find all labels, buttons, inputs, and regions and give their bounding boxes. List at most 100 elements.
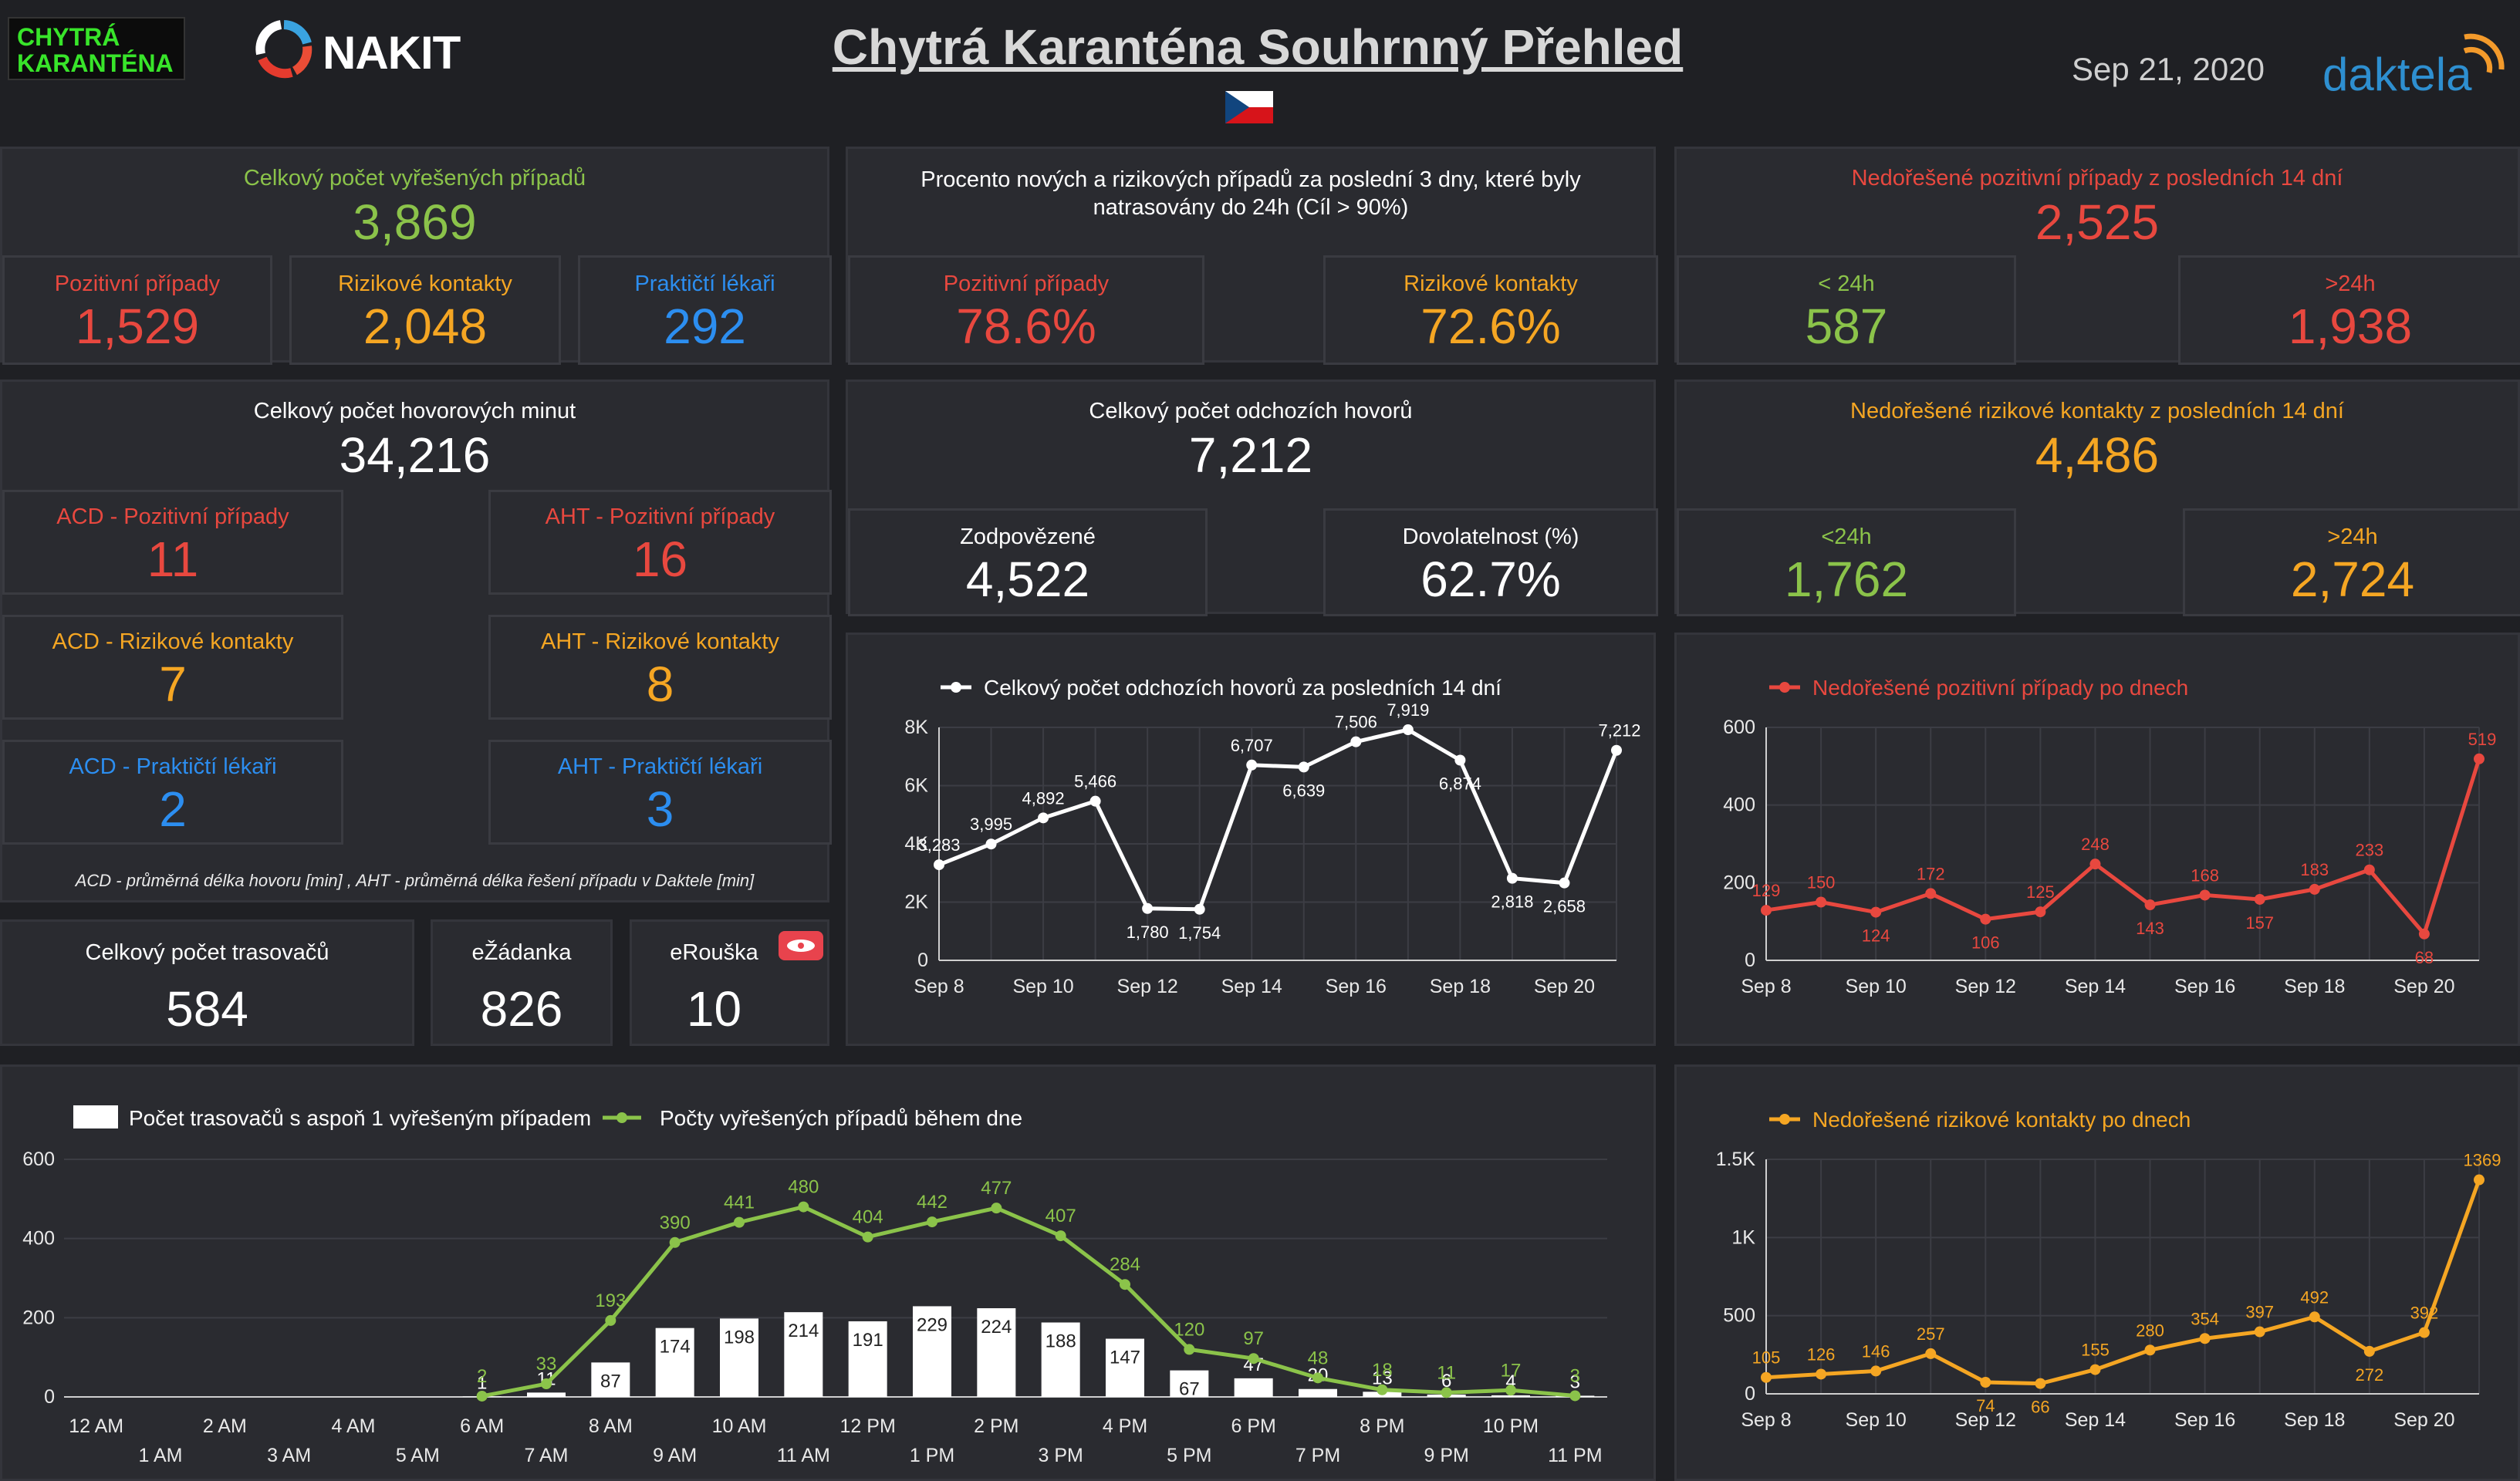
outgoing-calls-data-label: 2,818 (1491, 892, 1533, 912)
erouska-panel: eRouška 10 (630, 919, 829, 1046)
hourly-y-tick: 200 (22, 1307, 55, 1328)
unresolved-positive-lt-value: 587 (1805, 299, 1888, 354)
resolved-positive-label: Pozitivní případy (54, 272, 221, 296)
hourly-line-label: 33 (536, 1354, 557, 1375)
minutes-panel: Celkový počet hovorových minut 34,216 AC… (0, 380, 832, 902)
unresolved-positive-chart: Nedořešené pozitivní případy po dnech 0 20… (1723, 676, 2497, 997)
outgoing-calls-data-label: 3,995 (970, 815, 1012, 834)
unresolved-positive-total: 2,525 (2035, 194, 2160, 250)
unresolved-positive-y-tick: 0 (1745, 950, 1755, 971)
hourly-bar-label: 3 (1570, 1371, 1580, 1392)
hourly-x-tick: 5 PM (1167, 1445, 1211, 1466)
unresolved-positive-point (2363, 864, 2375, 875)
outgoing-calls-point (1089, 795, 1101, 807)
acd-positive-label: ACD - Pozitivní případy (56, 504, 289, 529)
hourly-point (1120, 1279, 1130, 1290)
hourly-x-tick: 4 PM (1103, 1415, 1147, 1437)
unresolved-risk-lt-cell: <24h 1,762 (1677, 508, 2016, 616)
hourly-bar (977, 1308, 1016, 1397)
hourly-y-tick: 0 (44, 1386, 55, 1408)
unresolved-risk-point (1870, 1365, 1882, 1377)
hourly-line-label: 18 (1372, 1360, 1393, 1381)
unresolved-risk-point (1761, 1371, 1772, 1383)
unresolved-positive-title: Nedořešené pozitivní případy z posledníc… (1851, 166, 2343, 191)
unresolved-positive-legend-label: Nedořešené pozitivní případy po dnech (1812, 676, 2188, 700)
hourly-line-label: 404 (853, 1207, 883, 1228)
hourly-line-label: 441 (724, 1193, 755, 1213)
unresolved-positive-data-label: 168 (2191, 865, 2219, 885)
answered-cell: Zodpovězené 4,522 (848, 508, 1208, 616)
outgoing-calls-y-tick: 6K (904, 775, 928, 797)
report-date: Sep 21, 2020 (2072, 51, 2265, 87)
hourly-chart: Počet trasovačů s aspoň 1 vyřešeným příp… (22, 1105, 1607, 1466)
unresolved-positive-panel: Nedořešené pozitivní případy z posledníc… (1674, 147, 2520, 365)
hourly-x-tick: 2 PM (974, 1415, 1018, 1437)
resolved-risk-value: 2,048 (363, 299, 488, 354)
outgoing-calls-point (1298, 761, 1309, 773)
hourly-line-label: 120 (1174, 1319, 1204, 1340)
hourly-bar (913, 1306, 951, 1397)
hourly-bar-label: 198 (724, 1327, 755, 1348)
unresolved-positive-gt-value: 1,938 (2288, 299, 2413, 354)
unresolved-positive-point (1980, 913, 1991, 925)
unresolved-risk-data-label: 74 (1976, 1396, 1995, 1415)
outgoing-calls-data-label: 4,892 (1022, 788, 1065, 808)
hourly-point (605, 1314, 616, 1326)
acd-doctors-label: ACD - Praktičtí lékaři (69, 754, 277, 779)
outgoing-calls-data-label: 3,283 (917, 835, 960, 855)
hourly-bar (527, 1392, 566, 1397)
unresolved-risk-x-tick: Sep 8 (1741, 1409, 1791, 1431)
aht-risk-label: AHT - Rizikové kontakty (541, 629, 779, 654)
traced-positive-value: 78.6% (956, 299, 1096, 354)
hourly-bar (591, 1362, 630, 1397)
resolved-risk-label: Rizikové kontakty (338, 272, 512, 296)
hourly-y-tick: 600 (22, 1149, 55, 1170)
hourly-x-tick: 3 PM (1038, 1445, 1083, 1466)
hourly-point (669, 1236, 681, 1248)
reach-value: 62.7% (1420, 552, 1561, 607)
outgoing-calls-point (1402, 724, 1414, 736)
outgoing-calls-point (1142, 902, 1154, 914)
unresolved-positive-data-label: 519 (2468, 730, 2497, 749)
hourly-line-label: 390 (660, 1213, 691, 1233)
ezadanka-label: eŽádanka (471, 940, 572, 965)
unresolved-risk-point (1816, 1368, 1827, 1380)
outgoing-calls-series-line (938, 727, 1619, 912)
hourly-x-tick: 1 AM (139, 1445, 183, 1466)
aht-doctors-value: 3 (646, 781, 674, 837)
hourly-bar-label: 229 (917, 1314, 948, 1335)
hourly-bar (848, 1321, 887, 1397)
traced-percent-panel: Procento nových a rizikových případů za … (846, 147, 1658, 365)
aht-risk-value: 8 (646, 656, 674, 712)
hourly-line-label: 442 (917, 1192, 948, 1213)
outgoing-calls-point (1194, 903, 1205, 915)
outgoing-chart-panel: Celkový počet odchozích hovorů za posled… (846, 633, 1656, 1046)
unresolved-positive-point (1925, 888, 1937, 899)
hourly-series-line (481, 1204, 1576, 1398)
hourly-x-tick: 3 AM (267, 1445, 311, 1466)
acd-doctors-cell: ACD - Praktičtí lékaři 2 (2, 740, 343, 845)
hourly-point (927, 1216, 937, 1228)
hourly-x-tick: 6 AM (460, 1415, 504, 1437)
unresolved-positive-x-tick: Sep 8 (1741, 976, 1791, 997)
page-title: Chytrá Karanténa Souhrnný Přehled (832, 19, 1684, 75)
traced-risk-value: 72.6% (1420, 299, 1561, 354)
outgoing-calls-point (934, 859, 944, 871)
unresolved-positive-x-tick: Sep 16 (2174, 976, 2235, 997)
unresolved-risk-y-tick: 1.5K (1716, 1149, 1756, 1170)
outgoing-calls-point (1246, 759, 1258, 771)
unresolved-positive-y-tick: 400 (1723, 794, 1755, 816)
outgoing-calls-chart: Celkový počet odchozích hovorů za posled… (904, 676, 1640, 997)
minutes-note: ACD - průměrná délka hovoru [min] , AHT … (75, 871, 755, 890)
unresolved-risk-legend-marker (1779, 1114, 1790, 1125)
unresolved-positive-point (1761, 905, 1772, 916)
unresolved-positive-data-label: 125 (2026, 882, 2055, 902)
unresolved-risk-data-label: 146 (1862, 1341, 1890, 1361)
unresolved-risk-x-tick: Sep 18 (2284, 1409, 2345, 1431)
hourly-bar (784, 1312, 823, 1397)
unresolved-risk-data-label: 66 (2031, 1398, 2049, 1417)
hourly-bar (1234, 1378, 1273, 1397)
outgoing-total: 7,212 (1188, 427, 1313, 483)
unresolved-risk-data-label: 392 (2410, 1304, 2439, 1323)
outgoing-calls-data-label: 5,466 (1074, 772, 1116, 791)
